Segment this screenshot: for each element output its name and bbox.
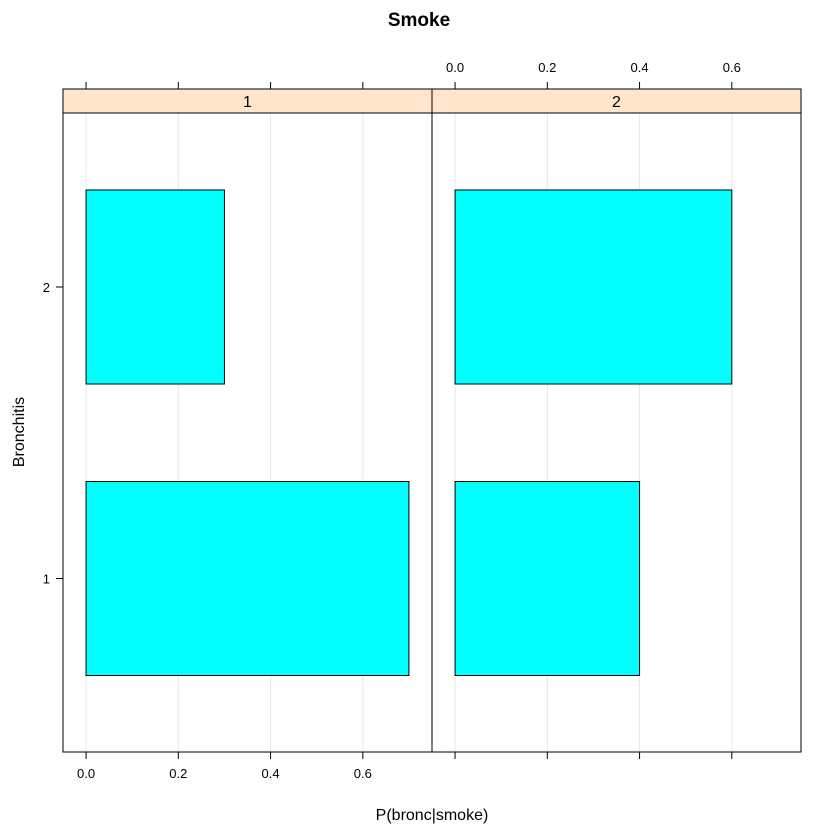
x-axis: 0.0 0.2 0.4 0.6 0.0 0.2 0.4 0.6 bbox=[77, 60, 741, 781]
strip-label-2: 2 bbox=[612, 94, 621, 111]
panel-1: 1 bbox=[62, 88, 433, 753]
x-tick-label-bottom: 0.2 bbox=[169, 766, 187, 781]
x-tick-label-top: 0.2 bbox=[538, 60, 556, 75]
panels: 1 20.0 0.2 0.4 0.60.0 0.2 0.4 0.612 bbox=[43, 60, 802, 781]
strip-2 bbox=[431, 88, 802, 114]
bar-panel-1-bronchitis-1 bbox=[85, 481, 410, 676]
x-tick-label-top: 0.4 bbox=[631, 60, 649, 75]
x-tick-label-top: 0.0 bbox=[446, 60, 464, 75]
strip-1 bbox=[62, 88, 433, 114]
x-axis-label: P(bronc|smoke) bbox=[376, 807, 489, 824]
panel-2: 2 bbox=[431, 88, 802, 753]
y-axis-label: Bronchitis bbox=[11, 397, 28, 467]
bar-panel-2-bronchitis-2 bbox=[454, 189, 733, 385]
y-tick-label-2: 2 bbox=[43, 280, 50, 295]
bar-panel-2-bronchitis-1 bbox=[454, 481, 641, 676]
strip-label-1: 1 bbox=[243, 94, 252, 111]
x-tick-label-top: 0.6 bbox=[723, 60, 741, 75]
x-tick-label-bottom: 0.4 bbox=[262, 766, 280, 781]
y-axis: 12 bbox=[43, 280, 63, 587]
y-tick-label-1: 1 bbox=[43, 572, 50, 587]
x-tick-label-bottom: 0.6 bbox=[354, 766, 372, 781]
bar-panel-1-bronchitis-2 bbox=[85, 189, 225, 385]
chart-title: Smoke bbox=[388, 10, 450, 31]
x-tick-label-bottom: 0.0 bbox=[77, 766, 95, 781]
